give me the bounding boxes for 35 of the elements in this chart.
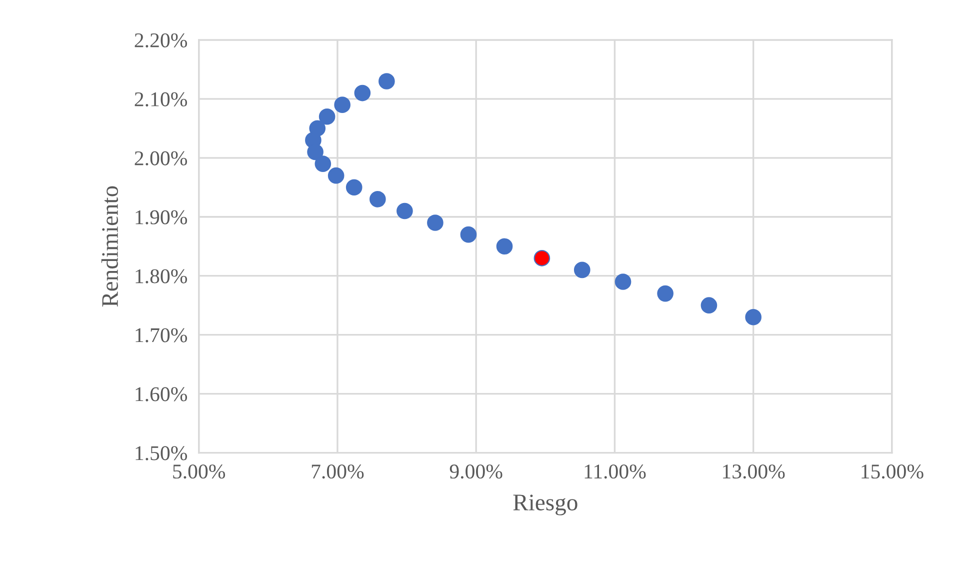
y-tick-label: 2.00% [134, 151, 188, 166]
point [614, 274, 632, 290]
x-tick-label: 7.00% [312, 464, 364, 479]
y-tick-label: 2.20% [134, 33, 188, 48]
y-tick-label: 1.50% [136, 446, 188, 460]
point [496, 238, 513, 255]
point [354, 84, 371, 102]
point [700, 297, 718, 314]
point [657, 285, 674, 302]
y-axis-title: Rendimiento [101, 186, 118, 307]
point [378, 73, 395, 90]
point [370, 191, 386, 208]
x-tick-label: 11.00% [584, 464, 646, 479]
x-tick-label: 15.00% [862, 464, 924, 479]
point [318, 108, 336, 125]
x-axis-title: Riesgo [513, 494, 578, 516]
point [307, 144, 324, 160]
y-tick-label: 2.10% [134, 92, 188, 106]
y-tick-label: 1.70% [136, 328, 188, 342]
point [745, 308, 762, 326]
x-tick-label: 5.00% [173, 464, 226, 479]
point [574, 262, 590, 278]
y-tick-label: 1.80% [136, 269, 188, 284]
x-tick-label: 9.00% [450, 464, 502, 479]
point [534, 250, 550, 266]
point [334, 96, 350, 113]
point [314, 156, 332, 172]
y-tick-label: 1.90% [136, 210, 188, 224]
point [396, 202, 413, 220]
point [346, 179, 362, 196]
point [427, 214, 444, 231]
y-tick-label: 1.60% [136, 387, 188, 402]
x-tick-label: 13.00% [723, 464, 785, 479]
point [328, 167, 344, 184]
point [460, 226, 477, 243]
